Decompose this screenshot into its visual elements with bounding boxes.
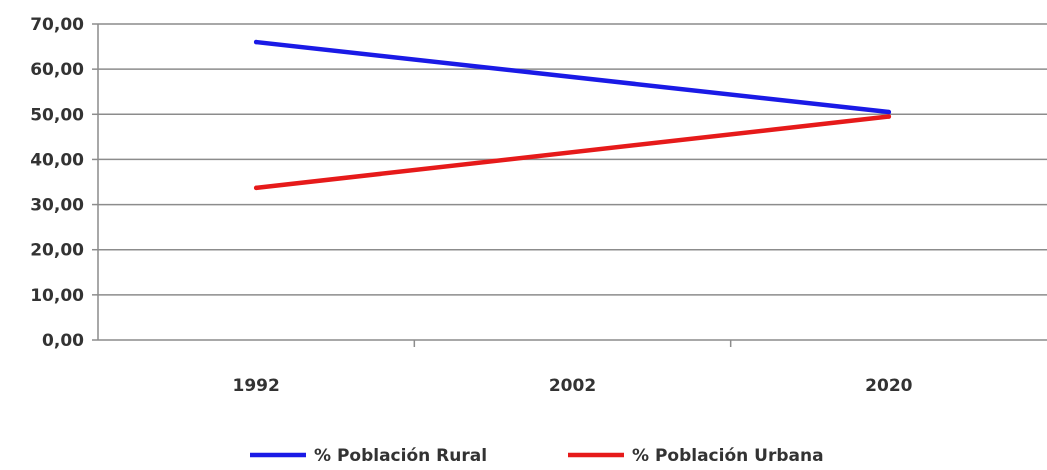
legend-label-1: % Población Urbana (632, 446, 824, 466)
y-tick-label: 60,00 (30, 60, 84, 80)
data-point-s0-p1 (886, 109, 892, 115)
y-tick-label: 10,00 (30, 286, 84, 306)
y-tick-label: 70,00 (30, 15, 84, 35)
data-point-s1-p0 (253, 185, 259, 191)
x-tick-label: 1992 (233, 376, 280, 396)
legend: % Población Rural % Población Urbana (250, 446, 824, 466)
axes (92, 23, 1047, 347)
y-tick-label: 20,00 (30, 241, 84, 261)
series-line-1 (253, 114, 892, 191)
data-point-s1-p1 (886, 114, 892, 119)
x-tick-labels: 1992 2002 2020 (233, 376, 913, 396)
data-point-s0-p0 (253, 39, 259, 45)
y-tick-labels: 0,00 10,00 20,00 30,00 40,00 50,00 60,00 70,00 (30, 15, 84, 351)
series-lines (253, 39, 892, 191)
series-line-0 (253, 39, 892, 115)
x-tick-label: 2020 (865, 376, 912, 396)
y-tick-label: 40,00 (30, 150, 84, 170)
gridlines (98, 23, 1047, 296)
x-tick-label: 2002 (549, 376, 596, 396)
legend-label-0: % Población Rural (314, 446, 487, 466)
y-tick-label: 0,00 (42, 331, 84, 351)
y-tick-label: 30,00 (30, 196, 84, 216)
y-tick-label: 50,00 (30, 105, 84, 125)
